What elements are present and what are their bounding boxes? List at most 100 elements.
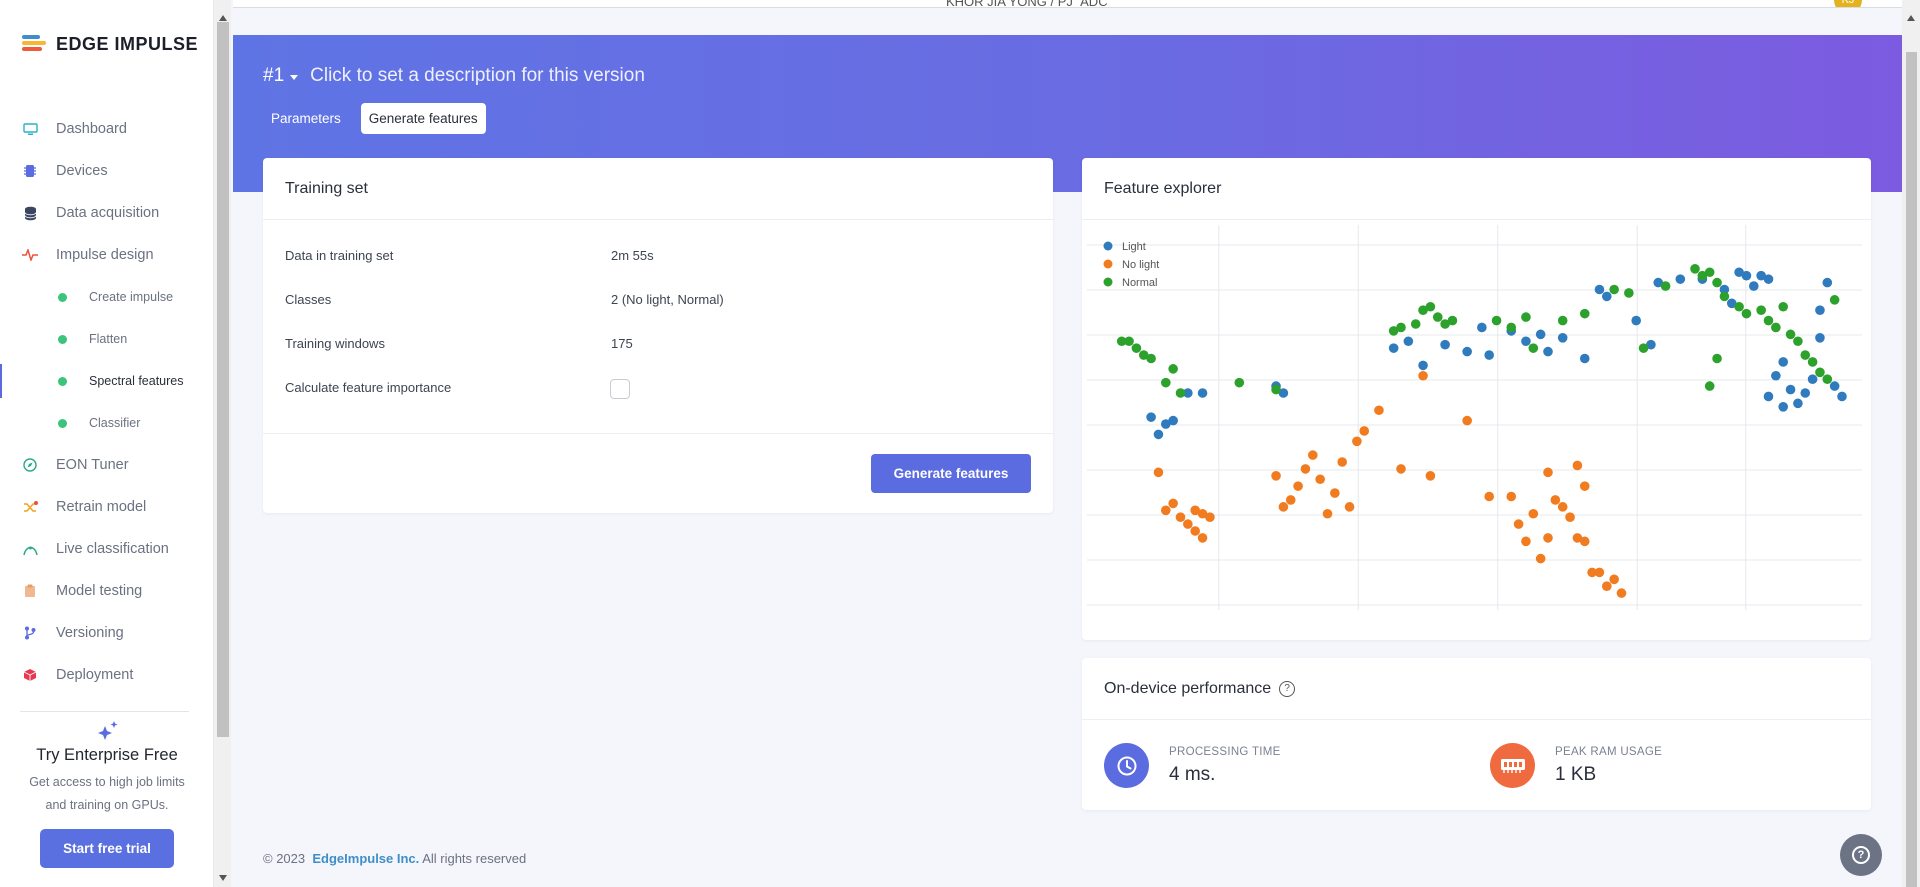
breadcrumb[interactable]: KHOR JIA YONG / PJ_ADC — [946, 0, 1108, 8]
scatter-point — [1587, 567, 1597, 578]
scatter-point — [1756, 305, 1766, 315]
sidebar-item-create-impulse[interactable]: Create impulse — [0, 276, 214, 318]
sidebar-item-devices[interactable]: Devices — [0, 150, 214, 192]
scatter-point — [1175, 388, 1186, 398]
signal-icon — [22, 541, 38, 557]
scatter-point — [1300, 464, 1311, 474]
row-label: Classes — [285, 292, 332, 307]
version-description[interactable]: Click to set a description for this vers… — [310, 65, 645, 86]
sidebar-item-flatten[interactable]: Flatten — [0, 318, 214, 360]
status-dot-icon — [58, 334, 67, 344]
scatter-point — [1594, 567, 1605, 578]
sidebar-item-label: Flatten — [89, 332, 128, 346]
sidebar-item-classifier[interactable]: Classifier — [0, 402, 214, 444]
help-icon[interactable]: ? — [1279, 680, 1296, 697]
tab-bar: Parameters Generate features — [263, 103, 486, 134]
peak-ram-metric: PEAK RAM USAGE 1 KB — [1490, 743, 1662, 788]
scroll-up-arrow-icon[interactable] — [1907, 15, 1915, 21]
sidebar-item-deployment[interactable]: Deployment — [0, 654, 214, 696]
scatter-point — [1815, 367, 1825, 378]
avatar[interactable]: KJ — [1834, 0, 1862, 7]
scatter-point — [1131, 343, 1142, 353]
scatter-point — [1763, 391, 1774, 402]
scatter-point — [1337, 457, 1347, 467]
scroll-down-arrow-icon[interactable] — [219, 875, 227, 881]
scatter-point — [1168, 364, 1178, 374]
scatter-point — [1388, 326, 1399, 336]
scatter-point — [1602, 291, 1612, 302]
version-selector[interactable]: #1 Click to set a description for this v… — [263, 65, 645, 87]
scatter-point — [1521, 536, 1531, 547]
scatter-point — [1815, 333, 1825, 343]
caret-down-icon[interactable] — [290, 74, 299, 80]
sidebar-item-model-testing[interactable]: Model testing — [0, 570, 214, 612]
sidebar-item-impulse-design[interactable]: Impulse design — [0, 234, 214, 276]
scrollbar-thumb[interactable] — [1906, 52, 1917, 887]
scatter-point — [1829, 295, 1840, 305]
scrollbar-thumb[interactable] — [217, 22, 229, 737]
pulse-icon — [22, 247, 38, 263]
sidebar-item-label: Impulse design — [56, 247, 154, 263]
scatter-point — [1822, 277, 1833, 288]
legend-label: Light — [1122, 241, 1146, 253]
sidebar-item-eon-tuner[interactable]: EON Tuner — [0, 444, 214, 486]
brand-name: EDGE IMPULSE — [56, 34, 199, 54]
sidebar-item-label: Model testing — [56, 583, 143, 599]
legend-marker — [1103, 259, 1113, 269]
scatter-point — [1543, 533, 1553, 543]
sidebar-item-dashboard[interactable]: Dashboard — [0, 108, 214, 150]
row-value: 2 (No light, Normal) — [611, 292, 724, 307]
scatter-point — [1161, 505, 1171, 516]
feature-importance-checkbox[interactable] — [610, 379, 630, 399]
scatter-point — [1807, 357, 1818, 367]
feature-explorer-scatter[interactable]: Light No light Normal — [1082, 220, 1871, 630]
sidebar-item-versioning[interactable]: Versioning — [0, 612, 214, 654]
version-number[interactable]: #1 — [263, 65, 285, 86]
scatter-point — [1278, 388, 1289, 398]
scatter-point — [1425, 301, 1436, 312]
memory-icon — [1490, 743, 1535, 788]
card-title: Training set — [263, 158, 1053, 220]
scatter-point — [1565, 512, 1575, 522]
help-button[interactable]: ? — [1840, 834, 1882, 876]
rights-text: All rights reserved — [422, 851, 527, 866]
scatter-point — [1829, 381, 1840, 391]
tab-generate-features[interactable]: Generate features — [360, 103, 486, 134]
scatter-point — [1712, 277, 1722, 288]
scatter-point — [1425, 471, 1436, 481]
scatter-point — [1594, 284, 1605, 295]
tab-parameters[interactable]: Parameters — [271, 111, 341, 126]
scatter-point — [1763, 274, 1774, 284]
clipboard-icon — [22, 583, 38, 599]
processing-time-metric: PROCESSING TIME 4 ms. — [1104, 743, 1281, 788]
scatter-point — [1807, 374, 1818, 384]
chip-icon — [22, 163, 38, 179]
sidebar-item-retrain-model[interactable]: Retrain model — [0, 486, 214, 528]
scatter-point — [1579, 353, 1590, 364]
scatter-point — [1771, 322, 1781, 333]
copyright: © 2023 — [263, 851, 306, 866]
sidebar-item-spectral-features[interactable]: Spectral features — [0, 360, 214, 402]
start-free-trial-button[interactable]: Start free trial — [40, 829, 174, 868]
scatter-point — [1543, 346, 1553, 357]
scatter-point — [1778, 357, 1788, 367]
sidebar-item-data-acquisition[interactable]: Data acquisition — [0, 192, 214, 234]
scatter-point — [1477, 322, 1487, 333]
sidebar-item-label: Retrain model — [56, 499, 147, 515]
sidebar-divider — [20, 711, 189, 712]
scatter-point — [1778, 402, 1788, 412]
page-scrollbar[interactable] — [1902, 0, 1920, 887]
sidebar-scrollbar[interactable] — [214, 0, 231, 887]
scatter-point — [1609, 284, 1619, 295]
scatter-point — [1602, 581, 1612, 591]
scroll-up-arrow-icon[interactable] — [219, 15, 227, 21]
logo[interactable]: EDGE IMPULSE — [22, 34, 198, 55]
generate-features-button[interactable]: Generate features — [871, 454, 1031, 493]
scatter-point — [1138, 350, 1149, 360]
company-link[interactable]: EdgeImpulse Inc. — [312, 851, 420, 866]
scatter-point — [1447, 315, 1458, 326]
sidebar-item-live-classification[interactable]: Live classification — [0, 528, 214, 570]
scatter-point — [1726, 298, 1737, 309]
scatter-point — [1183, 519, 1193, 529]
scatter-point — [1484, 350, 1494, 360]
